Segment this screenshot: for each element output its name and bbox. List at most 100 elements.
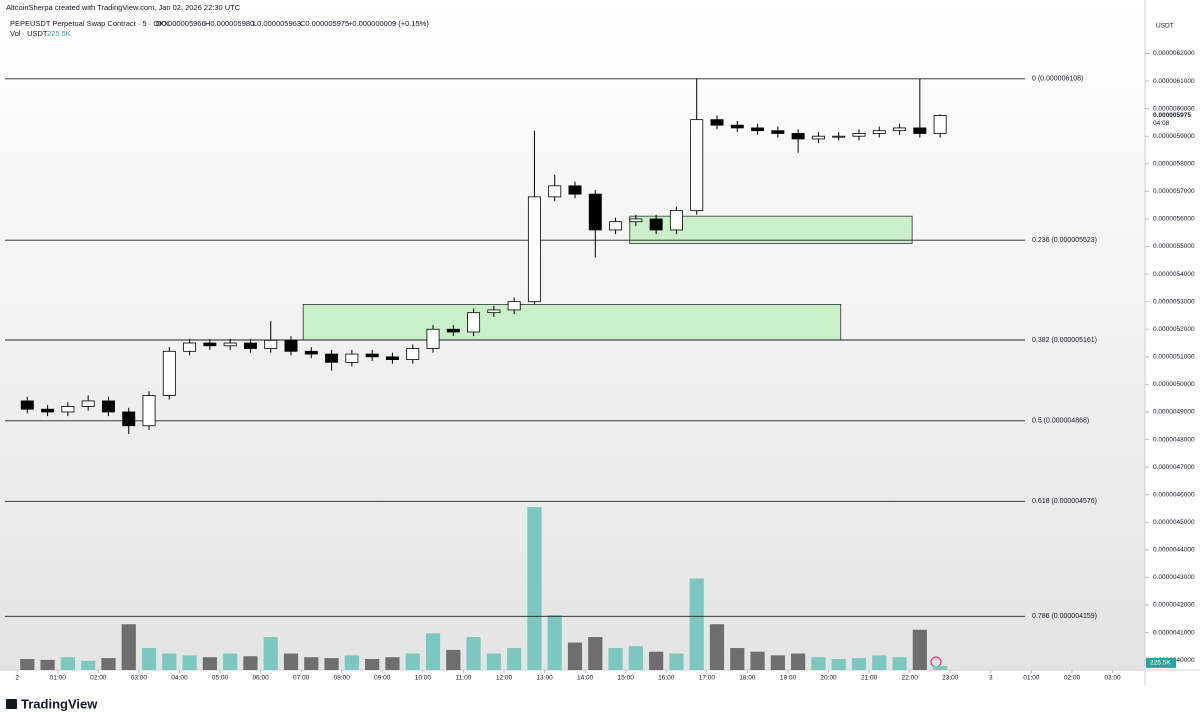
y-tick-label: 0.0000051000 [1153, 354, 1195, 361]
volume-bar [385, 657, 400, 670]
y-tick-label: 0.0000061000 [1153, 78, 1195, 85]
volume-bar [344, 655, 359, 670]
y-tick-label: 0.0000049000 [1153, 409, 1195, 416]
y-tick-label: 0.0000041000 [1153, 629, 1195, 636]
symbol: PEPEUSDT Perpetual Swap Contract · 5 · O… [10, 19, 169, 28]
volume-bar [689, 578, 704, 670]
y-tick-label: 0.0000044000 [1153, 547, 1195, 554]
candle-body [41, 408, 55, 413]
x-tick-label: 18:00 [739, 675, 756, 682]
volume-bar [202, 657, 217, 670]
volume-bar [608, 648, 623, 670]
candle-body [243, 342, 257, 349]
x-tick-label: 07:00 [293, 675, 310, 682]
volume-bar [466, 637, 481, 670]
fib-label: 0.618 (0.000004576) [1032, 498, 1097, 505]
candle-body [223, 342, 237, 347]
volume-bar [304, 657, 319, 670]
volume-bar [527, 507, 542, 670]
x-tick-label: 06:00 [252, 675, 269, 682]
volume-bar [162, 653, 177, 670]
volume-bar [446, 649, 461, 670]
x-tick-label: 2 [15, 675, 19, 682]
y-tick-label: 0.0000048000 [1153, 436, 1195, 443]
y-tick-label: 0.0000052000 [1153, 326, 1195, 333]
currency: USDT [1156, 23, 1174, 30]
x-tick-label: 08:00 [334, 675, 351, 682]
volume-bar [40, 659, 55, 670]
volume-bar [283, 653, 299, 670]
x-tick-label: 13:00 [536, 675, 553, 682]
volume-bar [649, 651, 664, 670]
y-tick-label: 0.0000047000 [1153, 464, 1195, 471]
y-tick-label: 0.0000062000 [1153, 50, 1195, 57]
candle-body [406, 348, 420, 360]
volume-bar [851, 658, 867, 670]
candle-body [203, 342, 217, 347]
volume-bar [872, 655, 887, 670]
candle-body [933, 115, 947, 134]
y-tick-label: 0.0000042000 [1153, 602, 1195, 609]
volume-bar [588, 637, 603, 670]
volume-bar [567, 642, 583, 670]
y-tick-label: 0.0000050000 [1153, 381, 1195, 388]
candle-body [527, 196, 541, 303]
x-tick-label: 22:00 [902, 675, 919, 682]
fib-label: 0 (0.000006108) [1032, 76, 1083, 83]
volume-bar [933, 665, 948, 670]
volume-bar [141, 648, 157, 670]
x-tick-label: 3 [989, 675, 993, 682]
last-volume: 225.5K [1150, 660, 1171, 667]
candle-body [101, 400, 115, 413]
x-tick-label: 12:00 [496, 675, 513, 682]
change: +0.000000009 (+0.15%) [348, 19, 429, 28]
y-tick-label: 0.0000043000 [1153, 574, 1195, 581]
y-tick-label: 0.0000046000 [1153, 491, 1195, 498]
candle-body [609, 221, 623, 231]
volume-bar [101, 658, 116, 670]
candle-body [446, 328, 460, 333]
candle-body [852, 133, 866, 137]
fib-label: 0.382 (0.000005161) [1032, 337, 1097, 344]
candle-body [284, 339, 298, 352]
plot: 0 (0.000006108) 0.236 (0.000005523) 0.382 … [5, 76, 1097, 670]
candle-body [893, 127, 907, 132]
volume-bar [811, 657, 826, 670]
volume-bar [263, 637, 278, 670]
candle-body [913, 127, 927, 134]
y-tick-label: 0.0000045000 [1153, 519, 1195, 526]
volume-bar [709, 624, 725, 670]
candle-body [548, 185, 562, 198]
candle-body [487, 309, 501, 314]
candle-body [832, 135, 846, 138]
x-tick-label: 09:00 [374, 675, 391, 682]
candle-body [872, 130, 886, 134]
candle-body [730, 124, 744, 129]
volume-bar [324, 658, 339, 670]
volume-bar [121, 624, 136, 670]
volume-bar [60, 657, 75, 670]
ohlc: O0.000005966 [156, 19, 206, 28]
x-tick-label: 14:00 [577, 675, 594, 682]
volume-bar [507, 648, 522, 670]
volume-bar [547, 615, 562, 670]
x-tick-label: 01:00 [50, 675, 67, 682]
last-price-box [1146, 110, 1199, 127]
y-tick-label: 0.0000060000 [1153, 105, 1195, 112]
candle-body [771, 130, 785, 134]
x-tick-label: 19:00 [780, 675, 797, 682]
x-tick-label: 02:00 [90, 675, 107, 682]
volume-bar [750, 651, 765, 670]
candle-body [588, 193, 602, 231]
volume-value: 225.5K [47, 29, 71, 38]
volume-bar [730, 648, 745, 670]
x-tick-label: 17:00 [699, 675, 716, 682]
candle-body [162, 350, 176, 396]
candle-body [791, 133, 805, 140]
candle-body [325, 353, 339, 363]
x-tick-label: 23:00 [942, 675, 959, 682]
x-tick-label: 20:00 [820, 675, 837, 682]
x-tick-label: 01:00 [1023, 675, 1040, 682]
x-tick-label: 02:00 [1064, 675, 1081, 682]
zone [302, 304, 842, 341]
